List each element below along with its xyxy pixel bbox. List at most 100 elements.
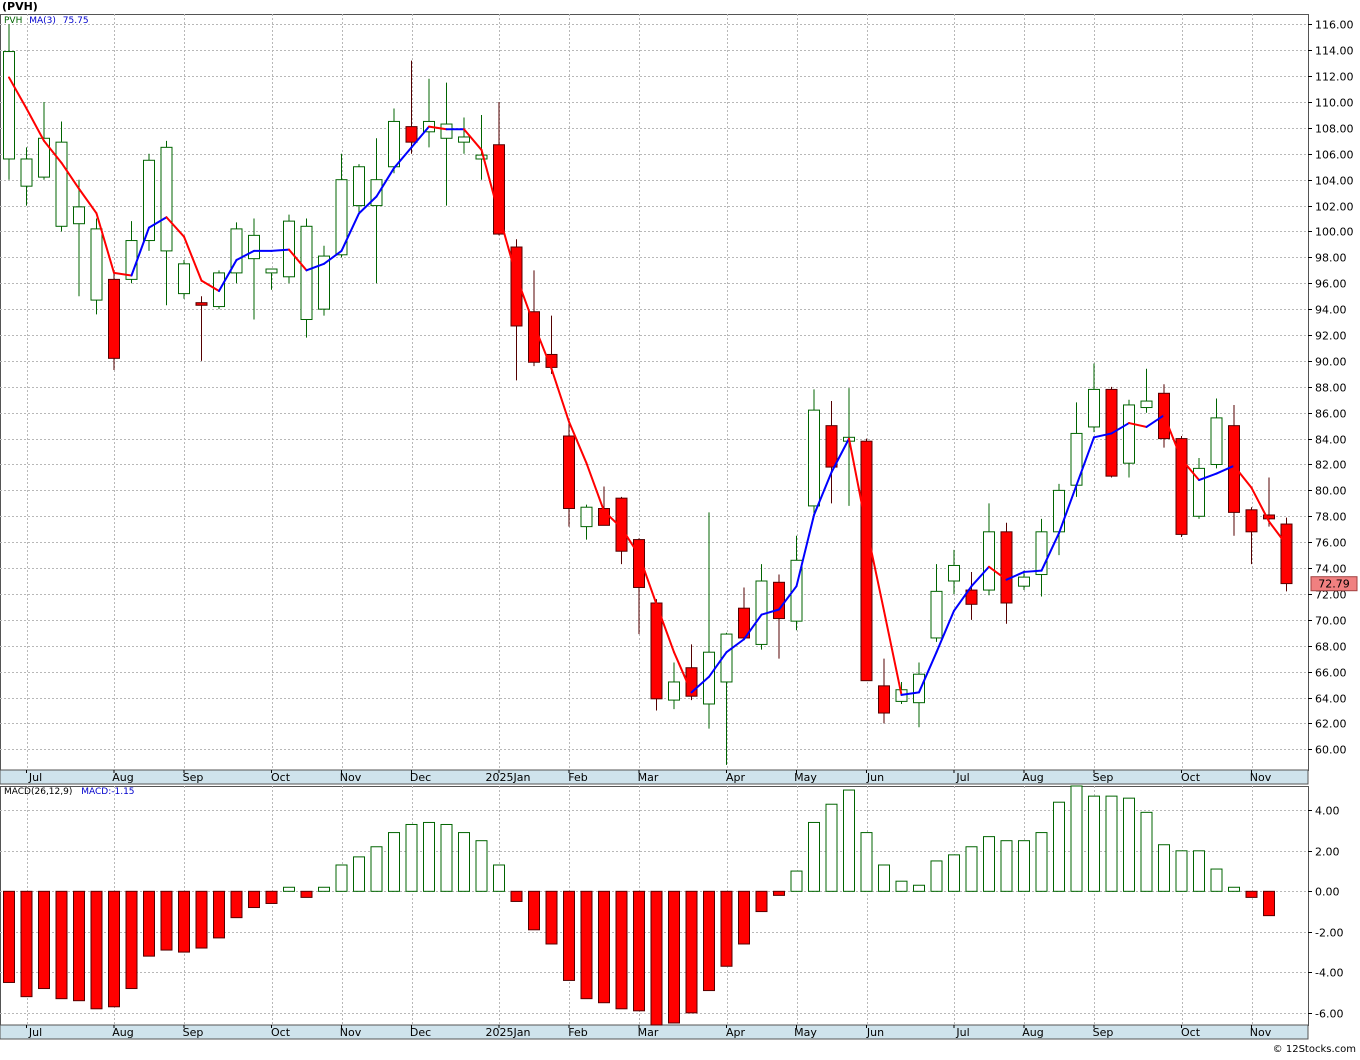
candle <box>965 571 978 620</box>
macd-bar <box>108 890 120 1008</box>
macd-bar <box>73 890 85 1002</box>
ma3-segment <box>1075 436 1095 487</box>
price-ytick-label: 98.00 <box>1315 252 1347 265</box>
macd-bar <box>895 880 908 892</box>
price-xtick-label: Sep <box>183 771 204 784</box>
price-xtick-label: Mar <box>638 771 659 784</box>
ma3-segment <box>1268 520 1288 546</box>
price-xtick-label: May <box>794 771 817 784</box>
price-ytick-label: 86.00 <box>1315 408 1347 421</box>
ma3-segment <box>585 462 605 513</box>
candle <box>230 222 243 284</box>
candle <box>3 24 15 180</box>
candle-body <box>1245 509 1258 533</box>
macd-bar <box>195 890 208 949</box>
macd-bar <box>335 864 348 892</box>
price-ytick-label: 102.00 <box>1315 201 1354 214</box>
ma3-segment <box>673 651 693 694</box>
macd-bar <box>860 832 873 892</box>
candle <box>335 153 348 258</box>
ma3-segment <box>620 526 640 557</box>
macd-xtick-label: Nov <box>1250 1026 1272 1039</box>
ma3-segment <box>1198 472 1218 482</box>
price-ytick-label: 68.00 <box>1315 641 1347 654</box>
macd-bar <box>668 890 680 1024</box>
price-xtick-label: Nov <box>340 771 362 784</box>
macd-ytick-label: 2.00 <box>1315 846 1340 859</box>
legend-macd: MACD(26,12,9) MACD:-1.15 <box>4 787 135 797</box>
candle-body <box>405 126 418 143</box>
legend-macd-label: MACD(26,12,9) <box>4 787 73 797</box>
ma3-segment <box>1040 532 1060 572</box>
ma3-segment <box>743 613 763 641</box>
candle-body <box>790 559 803 622</box>
macd-bar <box>598 890 610 1004</box>
candle <box>1088 363 1100 433</box>
candle <box>265 268 278 290</box>
candle-body <box>1140 400 1153 409</box>
macd-bar <box>405 823 418 892</box>
ma3-segment <box>603 510 623 529</box>
candle-body <box>38 137 50 178</box>
ma3-segment <box>235 249 255 261</box>
candle-body <box>160 146 173 252</box>
macd-ytick-label: 0.00 <box>1315 886 1340 899</box>
candle <box>1263 477 1275 527</box>
price-xtick-label: Jun <box>866 771 884 784</box>
candle-body <box>458 136 470 143</box>
candle <box>248 218 260 320</box>
macd-bar <box>878 864 890 892</box>
macd-xtick-label: Jul <box>955 1026 969 1039</box>
price-ytick-label: 88.00 <box>1315 382 1347 395</box>
price-xtick-label: Oct <box>271 771 291 784</box>
macd-bar <box>1263 890 1275 917</box>
ma3-segment <box>165 216 185 238</box>
candle-body <box>1018 576 1030 587</box>
ma3-segment <box>113 271 133 277</box>
candle-body <box>1210 417 1223 465</box>
candle <box>475 114 488 180</box>
ma3-segment <box>1145 414 1165 428</box>
candle <box>563 419 575 527</box>
macd-bar <box>300 890 313 898</box>
candle-body <box>948 564 960 582</box>
price-ytick-label: 106.00 <box>1315 149 1354 162</box>
ma3-segment <box>1023 569 1043 573</box>
ma3-segment <box>1233 464 1253 489</box>
ma3-segment <box>1058 484 1078 535</box>
candle-body <box>178 263 190 295</box>
macd-xtick-label: Dec <box>410 1026 431 1039</box>
ma3-segment <box>900 691 920 696</box>
candle <box>948 549 960 594</box>
macd-bar <box>983 836 995 892</box>
candle-body <box>370 179 383 207</box>
price-ytick-label: 64.00 <box>1315 693 1347 706</box>
ma3-segment <box>550 367 570 423</box>
macd-xtick-label: Jul <box>28 1026 42 1039</box>
macd-xtick-label: Sep <box>1093 1026 1114 1039</box>
macd-bar <box>475 840 488 892</box>
legend-price: PVH MA(3) 75.75 <box>4 16 89 26</box>
macd-bar <box>1158 844 1170 892</box>
price-xaxis-band <box>0 769 1309 785</box>
candle-body <box>1088 388 1100 428</box>
candle-body <box>808 409 820 507</box>
candle-body <box>1123 404 1135 464</box>
candle <box>580 504 593 540</box>
macd-bar <box>1140 811 1153 892</box>
candle-body <box>230 228 243 274</box>
candle-body <box>633 539 645 588</box>
price-xtick-label: Dec <box>410 771 431 784</box>
price-xtick-label: Feb <box>568 771 587 784</box>
candle-body <box>1175 438 1188 535</box>
candle <box>440 82 453 206</box>
macd-xtick-label: Oct <box>271 1026 291 1039</box>
candle-body <box>20 158 33 187</box>
ma3-segment <box>1005 570 1025 581</box>
candle-body <box>143 159 155 242</box>
macd-bar <box>1070 785 1083 892</box>
ma3-segment <box>1128 422 1148 428</box>
candle <box>930 564 943 642</box>
